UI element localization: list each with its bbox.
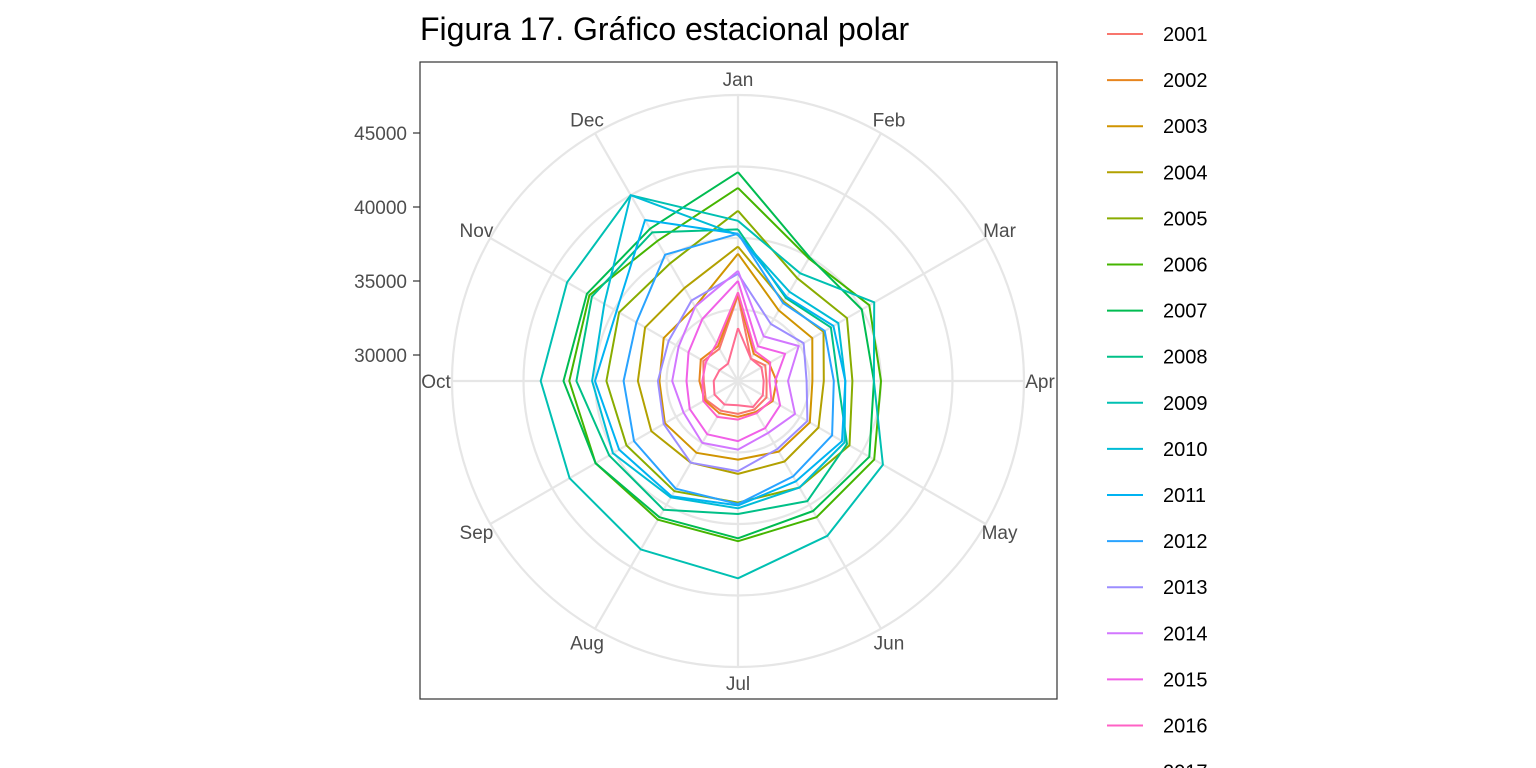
legend-label-2009: 2009: [1163, 393, 1208, 415]
month-label-feb: Feb: [873, 110, 906, 131]
ytick-label: 45000: [354, 124, 407, 145]
month-label-nov: Nov: [460, 221, 494, 242]
month-label-jun: Jun: [874, 634, 905, 655]
legend-label-2003: 2003: [1163, 116, 1208, 138]
legend-label-2005: 2005: [1163, 208, 1208, 230]
legend-label-2015: 2015: [1163, 669, 1208, 691]
legend-label-2002: 2002: [1163, 70, 1208, 92]
legend-label-2014: 2014: [1163, 623, 1208, 645]
month-label-sep: Sep: [460, 523, 494, 544]
month-label-dec: Dec: [570, 110, 604, 131]
ytick-label: 35000: [354, 272, 407, 293]
legend-label-2016: 2016: [1163, 716, 1208, 738]
legend-label-2001: 2001: [1163, 24, 1208, 46]
legend-label-2008: 2008: [1163, 347, 1208, 369]
legend-label-2004: 2004: [1163, 162, 1208, 184]
month-label-may: May: [982, 523, 1018, 544]
legend-label-2010: 2010: [1163, 439, 1208, 461]
legend-label-2007: 2007: [1163, 301, 1208, 323]
radial-axis: 30000 35000 40000 45000: [354, 124, 420, 367]
month-label-jul: Jul: [726, 674, 750, 695]
ytick-label: 30000: [354, 346, 407, 367]
month-label-mar: Mar: [983, 221, 1016, 242]
legend-label-2012: 2012: [1163, 531, 1208, 553]
legend-label-2013: 2013: [1163, 577, 1208, 599]
chart-title: Figura 17. Gráfico estacional polar: [420, 11, 909, 47]
month-label-jan: Jan: [723, 70, 754, 91]
month-label-oct: Oct: [421, 372, 451, 393]
month-label-apr: Apr: [1025, 372, 1055, 393]
month-label-aug: Aug: [570, 634, 604, 655]
ytick-label: 40000: [354, 198, 407, 219]
legend-label-2006: 2006: [1163, 255, 1208, 277]
legend: 2001 2002 2003 2004 2005 2006 2007 2008 2009 2010…: [1107, 24, 1208, 768]
legend-label-2017: 2017: [1163, 762, 1208, 768]
legend-label-2011: 2011: [1163, 485, 1206, 507]
